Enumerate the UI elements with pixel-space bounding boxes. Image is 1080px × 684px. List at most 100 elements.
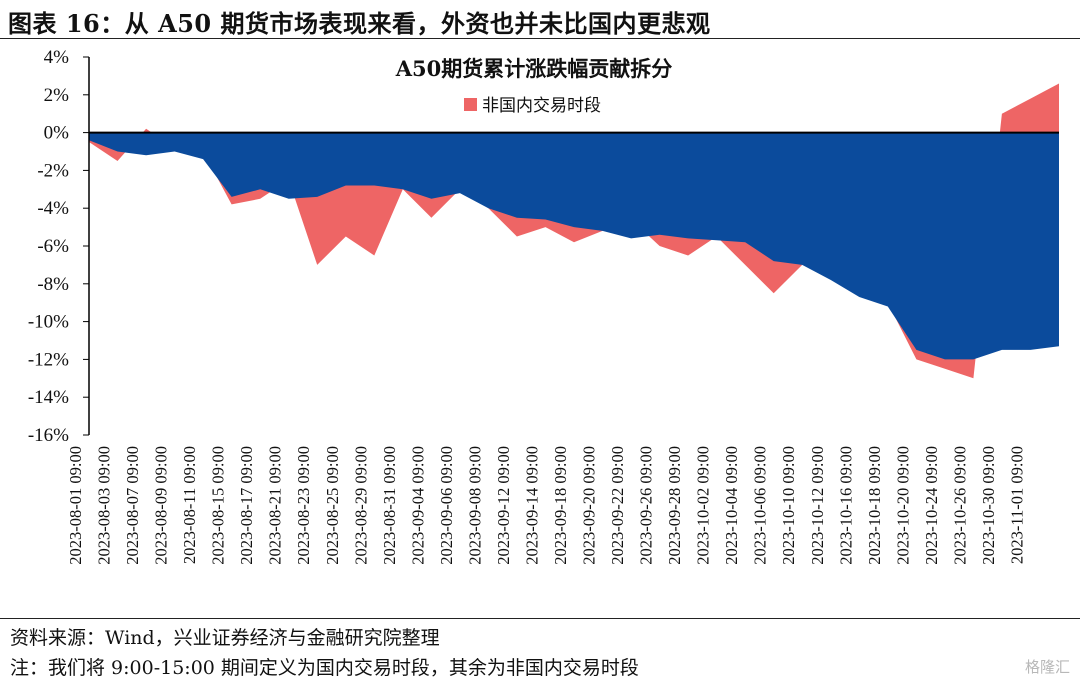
point-s1-29	[915, 349, 917, 351]
definition-note: 注：我们将 9:00-15:00 期间定义为国内交易时段，其余为非国内交易时段	[10, 657, 639, 679]
watermark: 格隆汇	[1024, 658, 1070, 676]
point-s0-6	[259, 198, 261, 200]
point-s0-1	[117, 160, 119, 162]
x-tick-label-33: 2023-11-01 09:00	[1008, 446, 1027, 564]
y-tick-label-9: -14%	[28, 387, 69, 408]
point-s1-24	[773, 260, 775, 262]
point-s0-26	[830, 268, 832, 270]
point-s1-22	[716, 239, 718, 241]
y-tick-label-4: -4%	[37, 198, 69, 219]
x-tick-label-20: 2023-09-26 09:00	[637, 446, 656, 565]
y-tick-label-3: -2%	[37, 160, 69, 181]
x-tick-label-14: 2023-09-08 09:00	[465, 446, 484, 565]
point-s1-3	[174, 151, 176, 153]
point-s1-6	[259, 188, 261, 190]
y-tick-label-7: -10%	[28, 312, 69, 333]
point-s1-21	[687, 237, 689, 239]
point-s0-17	[573, 241, 575, 243]
x-tick-label-12: 2023-09-04 09:00	[408, 446, 427, 565]
point-s1-27	[858, 296, 860, 298]
x-tick-label-25: 2023-10-10 09:00	[779, 446, 798, 565]
x-tick-label-21: 2023-09-28 09:00	[665, 446, 684, 565]
point-s1-34	[1058, 345, 1060, 347]
point-s0-7	[288, 179, 290, 181]
point-s1-20	[659, 234, 661, 236]
series-area-domestic	[89, 132, 1059, 360]
point-s0-12	[430, 217, 432, 219]
x-tick-label-11: 2023-08-31 09:00	[380, 446, 399, 565]
point-s0-4	[202, 151, 204, 153]
x-tick-label-10: 2023-08-29 09:00	[351, 446, 370, 565]
x-tick-label-24: 2023-10-06 09:00	[751, 446, 770, 565]
point-s1-30	[944, 358, 946, 360]
x-tick-label-23: 2023-10-04 09:00	[722, 446, 741, 565]
plot-area	[89, 83, 1060, 379]
point-s0-16	[545, 226, 547, 228]
x-tick-label-8: 2023-08-23 09:00	[294, 446, 313, 565]
x-tick-label-18: 2023-09-20 09:00	[580, 446, 599, 565]
point-s0-28	[887, 302, 889, 304]
chart-title: A50期货累计涨跌幅贡献拆分	[395, 56, 673, 81]
x-tick-label-28: 2023-10-18 09:00	[865, 446, 884, 565]
point-s0-21	[687, 255, 689, 257]
point-s0-23	[744, 264, 746, 266]
y-tick-label-10: -16%	[28, 425, 69, 446]
point-s0-13	[459, 188, 461, 190]
a50-contribution-chart: 4% 2% 0% -2% -4% -6% -8% -10% -12% -14% -16% 2023-0…	[28, 47, 1060, 565]
point-s1-10	[373, 185, 375, 187]
point-s0-22	[716, 236, 718, 238]
point-s1-33	[1030, 349, 1032, 351]
point-s0-31	[972, 377, 974, 379]
legend-label-overnight: 非国内交易时段	[482, 96, 601, 116]
point-s0-5	[231, 203, 233, 205]
point-s0-34	[1058, 83, 1060, 85]
y-tick-label-5: -6%	[37, 236, 69, 257]
point-s0-29	[915, 358, 917, 360]
point-s0-15	[516, 236, 518, 238]
point-s1-4	[202, 158, 204, 160]
x-tick-label-13: 2023-09-06 09:00	[437, 446, 456, 565]
point-s0-24	[773, 292, 775, 294]
point-s1-14	[487, 207, 489, 209]
source-note: 资料来源：Wind，兴业证券经济与金融研究院整理	[10, 627, 440, 649]
y-tick-label-2: 0%	[44, 123, 70, 144]
point-s0-3	[174, 147, 176, 149]
point-s1-17	[573, 226, 575, 228]
point-s0-10	[373, 255, 375, 257]
x-tick-label-3: 2023-08-09 09:00	[152, 446, 171, 565]
point-s1-8	[316, 196, 318, 198]
point-s1-18	[602, 230, 604, 232]
point-s0-33	[1030, 98, 1032, 100]
point-s1-32	[1001, 349, 1003, 351]
point-s0-20	[659, 245, 661, 247]
legend-swatch-overnight	[464, 98, 477, 111]
x-tick-label-22: 2023-10-02 09:00	[694, 446, 713, 565]
x-tick-label-15: 2023-09-12 09:00	[494, 446, 513, 565]
point-s1-15	[516, 217, 518, 219]
y-tick-label-1: 2%	[44, 85, 70, 106]
point-s0-8	[316, 264, 318, 266]
x-tick-label-19: 2023-09-22 09:00	[608, 446, 627, 565]
point-s1-2	[145, 154, 147, 156]
point-s1-23	[744, 241, 746, 243]
x-tick-label-27: 2023-10-16 09:00	[836, 446, 855, 565]
x-tick-label-16: 2023-09-14 09:00	[523, 446, 542, 565]
x-tick-label-1: 2023-08-03 09:00	[95, 446, 114, 565]
x-tick-label-17: 2023-09-18 09:00	[551, 446, 570, 565]
y-tick-label-0: 4%	[44, 47, 70, 68]
point-s0-32	[1001, 113, 1003, 115]
point-s1-26	[830, 279, 832, 281]
point-s1-7	[288, 198, 290, 200]
legend: 非国内交易时段	[464, 96, 601, 116]
x-tick-label-26: 2023-10-12 09:00	[808, 446, 827, 565]
point-s1-9	[345, 185, 347, 187]
point-s1-16	[545, 219, 547, 221]
y-tick-label-6: -8%	[37, 274, 69, 295]
x-tick-label-9: 2023-08-25 09:00	[323, 446, 342, 565]
point-s1-28	[887, 306, 889, 308]
y-tick-label-8: -12%	[28, 349, 69, 370]
point-s1-25	[801, 264, 803, 266]
point-s1-5	[231, 196, 233, 198]
title-rule	[0, 38, 1080, 39]
point-s0-30	[944, 368, 946, 370]
